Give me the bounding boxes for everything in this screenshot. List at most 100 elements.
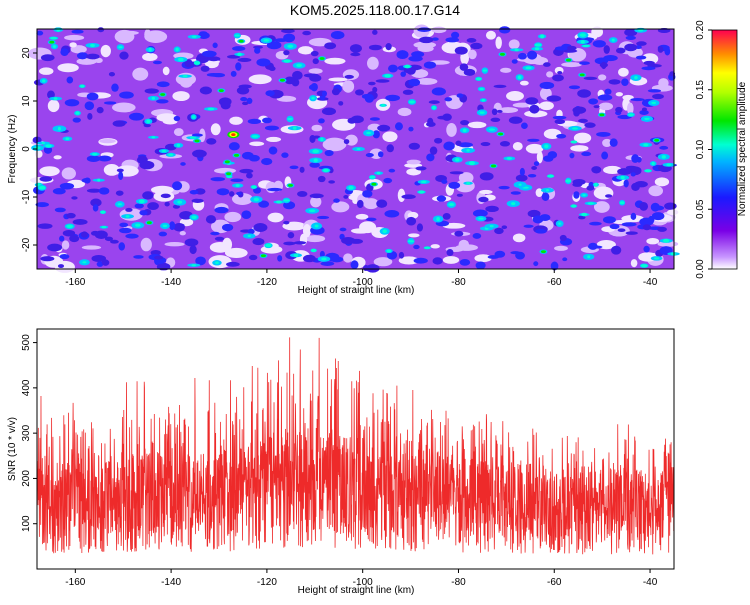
heatmap-speckle (199, 86, 212, 95)
heatmap-speckle (317, 175, 326, 183)
heatmap-speckle (96, 261, 104, 267)
heatmap-speckle (202, 50, 217, 58)
heatmap-cyan-core (475, 77, 482, 81)
heatmap-peak (599, 113, 605, 117)
heatmap-low-patch (554, 245, 568, 251)
snr-y-tick-label: 100 (21, 515, 32, 532)
heatmap-peak (218, 89, 224, 93)
heatmap-speckle (515, 174, 528, 182)
heatmap-speckle (496, 109, 503, 113)
heatmap-speckle (636, 156, 642, 163)
heatmap-speckle (154, 255, 164, 260)
heatmap-speckle (57, 264, 65, 269)
heatmap-speckle (657, 226, 667, 232)
heatmap-speckle (398, 251, 405, 259)
heatmap-speckle (365, 217, 377, 222)
heatmap-low-patch (132, 67, 149, 81)
heatmap-speckle (411, 51, 425, 58)
heatmap-speckle (228, 191, 235, 197)
heatmap-low-patch (224, 247, 248, 258)
heatmap-cyan-core (323, 168, 329, 173)
heatmap-speckle (498, 185, 510, 190)
heatmap-cyan-core (489, 224, 494, 228)
heatmap-low-patch (210, 123, 221, 136)
heatmap-speckle (256, 58, 271, 67)
heatmap-speckle (104, 236, 114, 242)
heatmap-speckle (630, 212, 637, 220)
heatmap-y-tick-label: 10 (21, 95, 32, 107)
heatmap-speckle (442, 213, 451, 220)
heatmap-speckle (84, 177, 91, 184)
heatmap-low-patch (180, 77, 193, 88)
heatmap-cyan-core (168, 153, 174, 157)
heatmap-speckle (431, 87, 446, 96)
heatmap-speckle (261, 157, 273, 166)
heatmap-blobs (27, 24, 680, 273)
heatmap-speckle (265, 90, 275, 97)
heatmap-cyan-core (251, 185, 257, 189)
heatmap-cyan-core (251, 135, 259, 138)
heatmap-speckle (172, 204, 180, 209)
heatmap-speckle (572, 182, 583, 187)
heatmap-low-patch (64, 34, 85, 41)
heatmap-speckle (281, 152, 289, 158)
heatmap-peak (260, 254, 266, 258)
heatmap-peak (371, 182, 377, 186)
heatmap-speckle (395, 122, 403, 131)
heatmap-cyan-core (53, 97, 58, 100)
heatmap-speckle (639, 201, 649, 211)
heatmap-cyan-core (100, 210, 106, 214)
heatmap-cyan-core (177, 57, 184, 62)
heatmap-speckle (609, 138, 618, 147)
heatmap-low-patch (57, 63, 79, 73)
heatmap-peak (654, 138, 660, 142)
heatmap-speckle (87, 112, 93, 120)
heatmap-speckle (616, 47, 626, 54)
heatmap-speckle (118, 242, 126, 251)
heatmap-speckle (593, 105, 600, 109)
heatmap-speckle (426, 153, 435, 162)
heatmap-cyan-core (189, 136, 197, 139)
heatmap-speckle (318, 165, 333, 170)
heatmap-speckle (355, 89, 364, 96)
heatmap-speckle (252, 238, 265, 246)
heatmap-cyan-core (125, 215, 130, 218)
heatmap-speckle (195, 256, 206, 266)
heatmap-speckle (258, 200, 270, 208)
heatmap-speckle (309, 193, 324, 199)
heatmap-low-patch (546, 71, 554, 78)
heatmap-speckle (501, 225, 508, 230)
heatmap-speckle (40, 256, 55, 262)
heatmap-speckle (86, 188, 102, 193)
heatmap-cyan-core (565, 179, 572, 183)
heatmap-cyan-core (587, 255, 591, 259)
heatmap-speckle (226, 54, 241, 59)
heatmap-peak (287, 183, 293, 187)
heatmap-speckle (369, 117, 380, 121)
heatmap-low-patch (573, 132, 592, 144)
heatmap-speckle (518, 52, 527, 60)
heatmap-speckle (212, 42, 218, 49)
heatmap-low-patch (500, 67, 512, 73)
heatmap-cyan-core (369, 175, 376, 179)
heatmap-speckle (210, 177, 226, 182)
heatmap-speckle (309, 134, 316, 143)
heatmap-speckle (47, 243, 63, 252)
heatmap-speckle (454, 46, 468, 55)
heatmap-speckle (172, 181, 183, 191)
heatmap-x-tick-label: -120 (257, 277, 277, 288)
heatmap-low-patch (508, 39, 520, 50)
heatmap-speckle (221, 223, 234, 232)
heatmap-speckle (143, 123, 151, 128)
heatmap-cyan-core (191, 115, 196, 119)
heatmap-speckle (572, 106, 587, 114)
heatmap-speckle (214, 236, 225, 241)
heatmap-cyan-core (534, 43, 542, 47)
heatmap-speckle (547, 151, 558, 159)
heatmap-speckle (119, 222, 129, 228)
heatmap-speckle (429, 146, 438, 155)
heatmap-speckle (552, 115, 567, 120)
heatmap-cyan-core (90, 43, 95, 48)
heatmap-speckle (535, 229, 547, 234)
heatmap-speckle (434, 137, 443, 144)
